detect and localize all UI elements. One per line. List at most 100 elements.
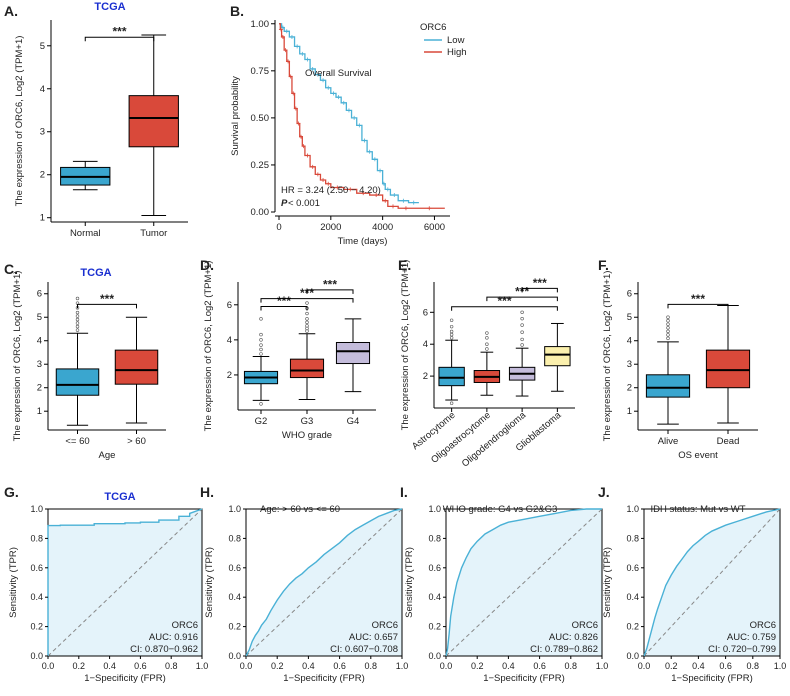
x-tick-label: Oligodendroglioma bbox=[460, 409, 529, 469]
y-tick-label: 5 bbox=[40, 41, 45, 52]
y-tick-label: 1 bbox=[37, 406, 42, 417]
censor-mark bbox=[336, 95, 341, 100]
x-tick-label: > 60 bbox=[127, 436, 146, 447]
x-tick-label: 1.0 bbox=[396, 661, 409, 671]
censor-mark bbox=[296, 121, 301, 126]
censor-mark bbox=[286, 59, 291, 64]
y-tick-label: 6 bbox=[227, 300, 232, 311]
outlier-point bbox=[305, 311, 309, 316]
y-tick-label: 2 bbox=[37, 383, 42, 394]
censor-mark bbox=[392, 193, 397, 198]
y-axis-label: The expression of ORC6, Log2 (TPM+1) bbox=[602, 271, 613, 442]
censor-mark bbox=[326, 85, 331, 90]
auc-value: AUC: 0.657 bbox=[349, 632, 398, 643]
x-tick-label: 0.6 bbox=[533, 661, 546, 671]
x-tick-label: G4 bbox=[347, 416, 360, 427]
y-tick-label: 4 bbox=[627, 336, 632, 347]
plot-frame bbox=[643, 508, 781, 657]
significance-bracket bbox=[84, 36, 155, 42]
y-tick-label: 0.8 bbox=[626, 533, 639, 543]
panel-d: D.The expression of ORC6, Log2 (TPM+1) 2 4… bbox=[200, 257, 376, 441]
x-tick-label: 0.4 bbox=[692, 661, 705, 671]
censor-mark bbox=[280, 25, 285, 30]
box-g2 bbox=[243, 317, 279, 406]
censor-mark bbox=[284, 29, 289, 34]
y-tick-label: 4 bbox=[227, 335, 232, 346]
box-oligoastrocytome bbox=[473, 331, 501, 396]
y-tick-label: 0.8 bbox=[428, 533, 441, 543]
outlier-point bbox=[75, 321, 80, 325]
censor-mark bbox=[315, 72, 320, 77]
censor-mark bbox=[278, 27, 283, 32]
x-tick-label: 6000 bbox=[424, 222, 445, 233]
y-tick-label: 5 bbox=[37, 312, 42, 323]
significance-label: *** bbox=[100, 292, 114, 306]
outlier-point bbox=[520, 316, 524, 321]
y-tick-label: 1.0 bbox=[428, 504, 441, 514]
legend-label: High bbox=[447, 47, 467, 58]
panel-g: G. Sensitivity (TPR) 0.0 0.2 0.4 0.6 0.8 1.0 0.0… bbox=[4, 484, 208, 684]
censor-mark bbox=[300, 51, 305, 56]
censor-mark bbox=[321, 178, 326, 182]
chart-subtitle: TCGA bbox=[94, 1, 125, 13]
outlier-point bbox=[75, 310, 80, 315]
outlier-point bbox=[666, 326, 670, 330]
roc-legend-name: ORC6 bbox=[750, 620, 776, 631]
panel-letter: F. bbox=[598, 257, 609, 273]
outlier-point bbox=[666, 315, 670, 319]
x-axis-label: 1−Specificity (FPR) bbox=[483, 673, 565, 684]
outlier-point bbox=[259, 352, 263, 356]
y-axis-label: Sensitivity (TPR) bbox=[8, 547, 19, 618]
box-g3 bbox=[289, 301, 325, 400]
significance-bracket bbox=[260, 306, 308, 311]
y-tick-label: 1 bbox=[40, 213, 45, 224]
ci-value: CI: 0.870−0.962 bbox=[130, 644, 198, 655]
outlier-point bbox=[75, 324, 80, 329]
x-tick-label: Dead bbox=[717, 436, 740, 447]
y-axis-label: Survival probability bbox=[230, 76, 241, 156]
chart-subtitle: IDH status: Mut vs WT bbox=[650, 504, 745, 515]
y-tick-label: 0.2 bbox=[626, 622, 639, 632]
chart-subtitle: Overall Survival bbox=[305, 68, 372, 79]
y-tick-label: 1.00 bbox=[251, 19, 270, 30]
y-tick-label: 6 bbox=[423, 307, 428, 318]
outlier-point bbox=[449, 401, 454, 405]
p-symbol: P bbox=[281, 198, 288, 209]
box-iqr bbox=[645, 374, 691, 398]
y-tick-label: 0.8 bbox=[228, 533, 241, 543]
censor-mark bbox=[385, 187, 390, 192]
box--60 bbox=[114, 316, 159, 424]
outlier-point bbox=[666, 336, 670, 341]
panel-letter: H. bbox=[200, 484, 214, 500]
censor-mark bbox=[362, 138, 367, 143]
box-iqr bbox=[289, 358, 325, 379]
box-glioblastoma bbox=[544, 322, 571, 392]
x-tick-label: 0 bbox=[276, 222, 281, 233]
censor-mark bbox=[401, 198, 406, 203]
y-tick-label: 3 bbox=[627, 359, 632, 370]
panel-letter: D. bbox=[200, 257, 214, 273]
outlier-point bbox=[485, 342, 489, 346]
panel-e: E.The expression of ORC6, Log2 (TPM+1) 2 4… bbox=[398, 257, 575, 470]
x-tick-label: 0.4 bbox=[302, 661, 315, 671]
x-tick-label: 0.0 bbox=[240, 661, 253, 671]
outlier-point bbox=[259, 317, 263, 321]
plot-frame bbox=[245, 508, 403, 657]
outlier-point bbox=[259, 347, 263, 352]
y-tick-label: 0.0 bbox=[428, 651, 441, 661]
y-tick-label: 0.0 bbox=[30, 651, 43, 661]
x-tick-label: Alive bbox=[658, 436, 679, 447]
censor-mark bbox=[288, 74, 293, 79]
outlier-point bbox=[520, 310, 524, 315]
y-tick-label: 5 bbox=[627, 312, 632, 323]
censor-mark bbox=[293, 106, 298, 111]
y-tick-label: 4 bbox=[423, 339, 428, 350]
box-iqr bbox=[128, 95, 179, 148]
hr-annotation: HR = 3.24 (2.50 − 4.20) bbox=[281, 185, 381, 196]
censor-mark bbox=[310, 164, 315, 169]
x-tick-label: 0.0 bbox=[440, 661, 453, 671]
panel-h: H. Sensitivity (TPR) 0.0 0.2 0.4 0.6 0.8 1.0 0.0… bbox=[200, 484, 408, 684]
panel-letter: G. bbox=[4, 484, 19, 500]
x-tick-label: 0.4 bbox=[103, 661, 116, 671]
x-tick-label: 0.6 bbox=[134, 661, 147, 671]
